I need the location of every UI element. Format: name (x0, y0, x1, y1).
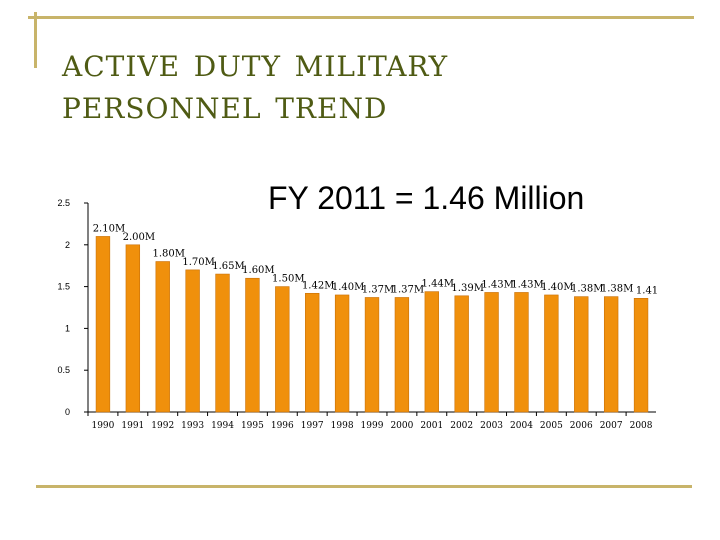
x-tick-label: 2004 (510, 421, 533, 431)
x-tick-label: 1993 (181, 421, 204, 431)
top-rule (28, 16, 694, 19)
data-label: 1.37M (392, 284, 425, 295)
bar (514, 292, 529, 413)
bar (155, 261, 170, 413)
data-label: 1.70M (182, 257, 215, 268)
data-label: 2.00M (123, 232, 156, 243)
x-tick-label: 2002 (450, 421, 473, 431)
bar (603, 296, 619, 413)
data-label: 1.41 (636, 285, 658, 296)
y-tick-label: 0 (65, 407, 70, 417)
left-rule (34, 12, 37, 68)
data-label: 1.40M (541, 282, 574, 293)
bar (394, 297, 410, 413)
data-label: 2.10M (93, 223, 126, 234)
x-tick-label: 1995 (241, 421, 264, 431)
bar (215, 273, 230, 413)
x-tick-label: 1994 (211, 421, 234, 431)
x-tick-label: 1997 (301, 421, 324, 431)
bar (574, 296, 589, 413)
slide-subtitle: FY 2011 = 1.46 Million (268, 180, 585, 216)
data-label: 1.65M (212, 261, 245, 272)
x-tick-label: 1999 (361, 421, 384, 431)
bottom-rule (36, 485, 692, 488)
y-tick-label: 1 (65, 323, 70, 333)
bar (275, 286, 290, 413)
bar (364, 297, 380, 413)
y-tick-label: 0.5 (57, 365, 70, 375)
data-label: 1.44M (422, 279, 455, 290)
x-tick-label: 1991 (121, 421, 144, 431)
bar (334, 294, 350, 413)
y-tick-label: 2 (65, 240, 70, 250)
data-label: 1.50M (272, 274, 305, 285)
data-label: 1.42M (302, 280, 335, 291)
x-tick-label: 2007 (600, 421, 623, 431)
data-label: 1.80M (152, 249, 185, 260)
x-tick-label: 1998 (331, 421, 354, 431)
bar (454, 295, 469, 413)
x-tick-label: 1990 (91, 421, 114, 431)
x-tick-label: 2003 (480, 421, 503, 431)
bar (424, 291, 439, 413)
x-tick-label: 2001 (420, 421, 443, 431)
data-label: 1.37M (362, 284, 395, 295)
x-tick-label: 1996 (271, 421, 294, 431)
slide-title: Active Duty Military Personnel Trend (62, 40, 449, 128)
bar (185, 269, 200, 413)
x-tick-label: 1992 (151, 421, 174, 431)
data-label: 1.40M (332, 282, 365, 293)
x-tick-label: 2008 (630, 421, 653, 431)
bar (544, 294, 559, 413)
bar (305, 292, 320, 413)
data-label: 1.38M (601, 284, 634, 295)
data-label: 1.43M (481, 279, 514, 290)
bar (245, 277, 260, 413)
x-tick-label: 2000 (390, 421, 413, 431)
data-label: 1.43M (511, 279, 544, 290)
data-label: 1.39M (451, 283, 484, 294)
y-tick-label: 1.5 (57, 282, 70, 292)
bar (95, 236, 111, 413)
bar (633, 298, 649, 413)
data-label: 1.38M (571, 284, 604, 295)
data-label: 1.60M (242, 265, 275, 276)
y-tick-label: 2.5 (57, 198, 70, 208)
bar (484, 292, 499, 413)
x-tick-label: 2006 (570, 421, 593, 431)
bar (125, 244, 141, 413)
x-tick-label: 2005 (540, 421, 563, 431)
